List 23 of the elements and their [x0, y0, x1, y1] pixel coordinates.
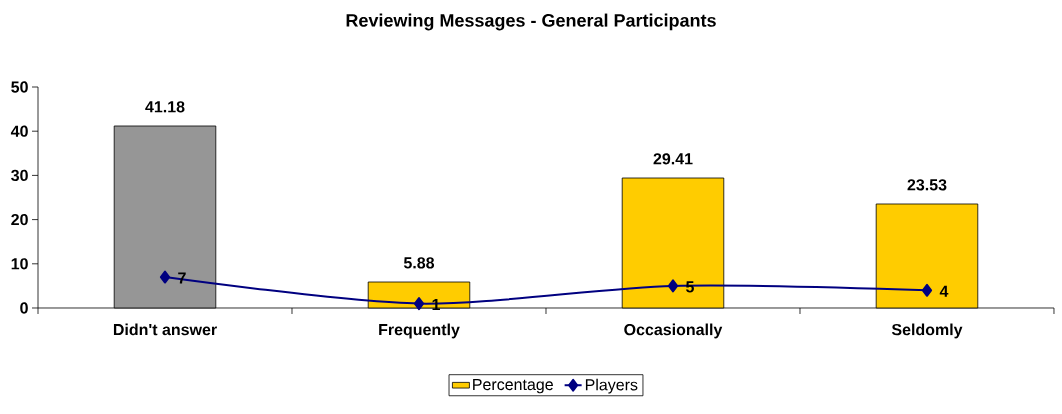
x-tick-label: Occasionally: [624, 323, 723, 339]
point: [413, 297, 425, 311]
point: [159, 270, 171, 284]
legend-label: Players: [585, 378, 638, 394]
x-tick-label: Didn't answer: [113, 323, 217, 336]
y-tick-label: 30: [11, 169, 28, 182]
y-tick-label: 10: [11, 258, 28, 270]
data-label: 41.18: [145, 101, 185, 113]
legend-label: Percentage: [473, 378, 553, 394]
x-tick-label: Seldomly: [891, 323, 963, 339]
point: [667, 279, 679, 293]
chart-title: Reviewing Messages - General Participants: [346, 13, 716, 31]
x-tick-label: Frequently: [379, 323, 460, 339]
data-label: 1: [432, 299, 440, 311]
data-label: 29.41: [653, 153, 693, 165]
y-tick-label: 20: [11, 213, 28, 226]
y-tick-label: 0: [20, 302, 28, 314]
data-label: 5.88: [403, 257, 435, 269]
y-tick-label: 40: [10, 125, 28, 137]
y-tick-label: 50: [11, 81, 28, 93]
point: [921, 283, 933, 297]
data-label: 4: [939, 285, 949, 297]
data-label: 23.53: [907, 179, 947, 191]
